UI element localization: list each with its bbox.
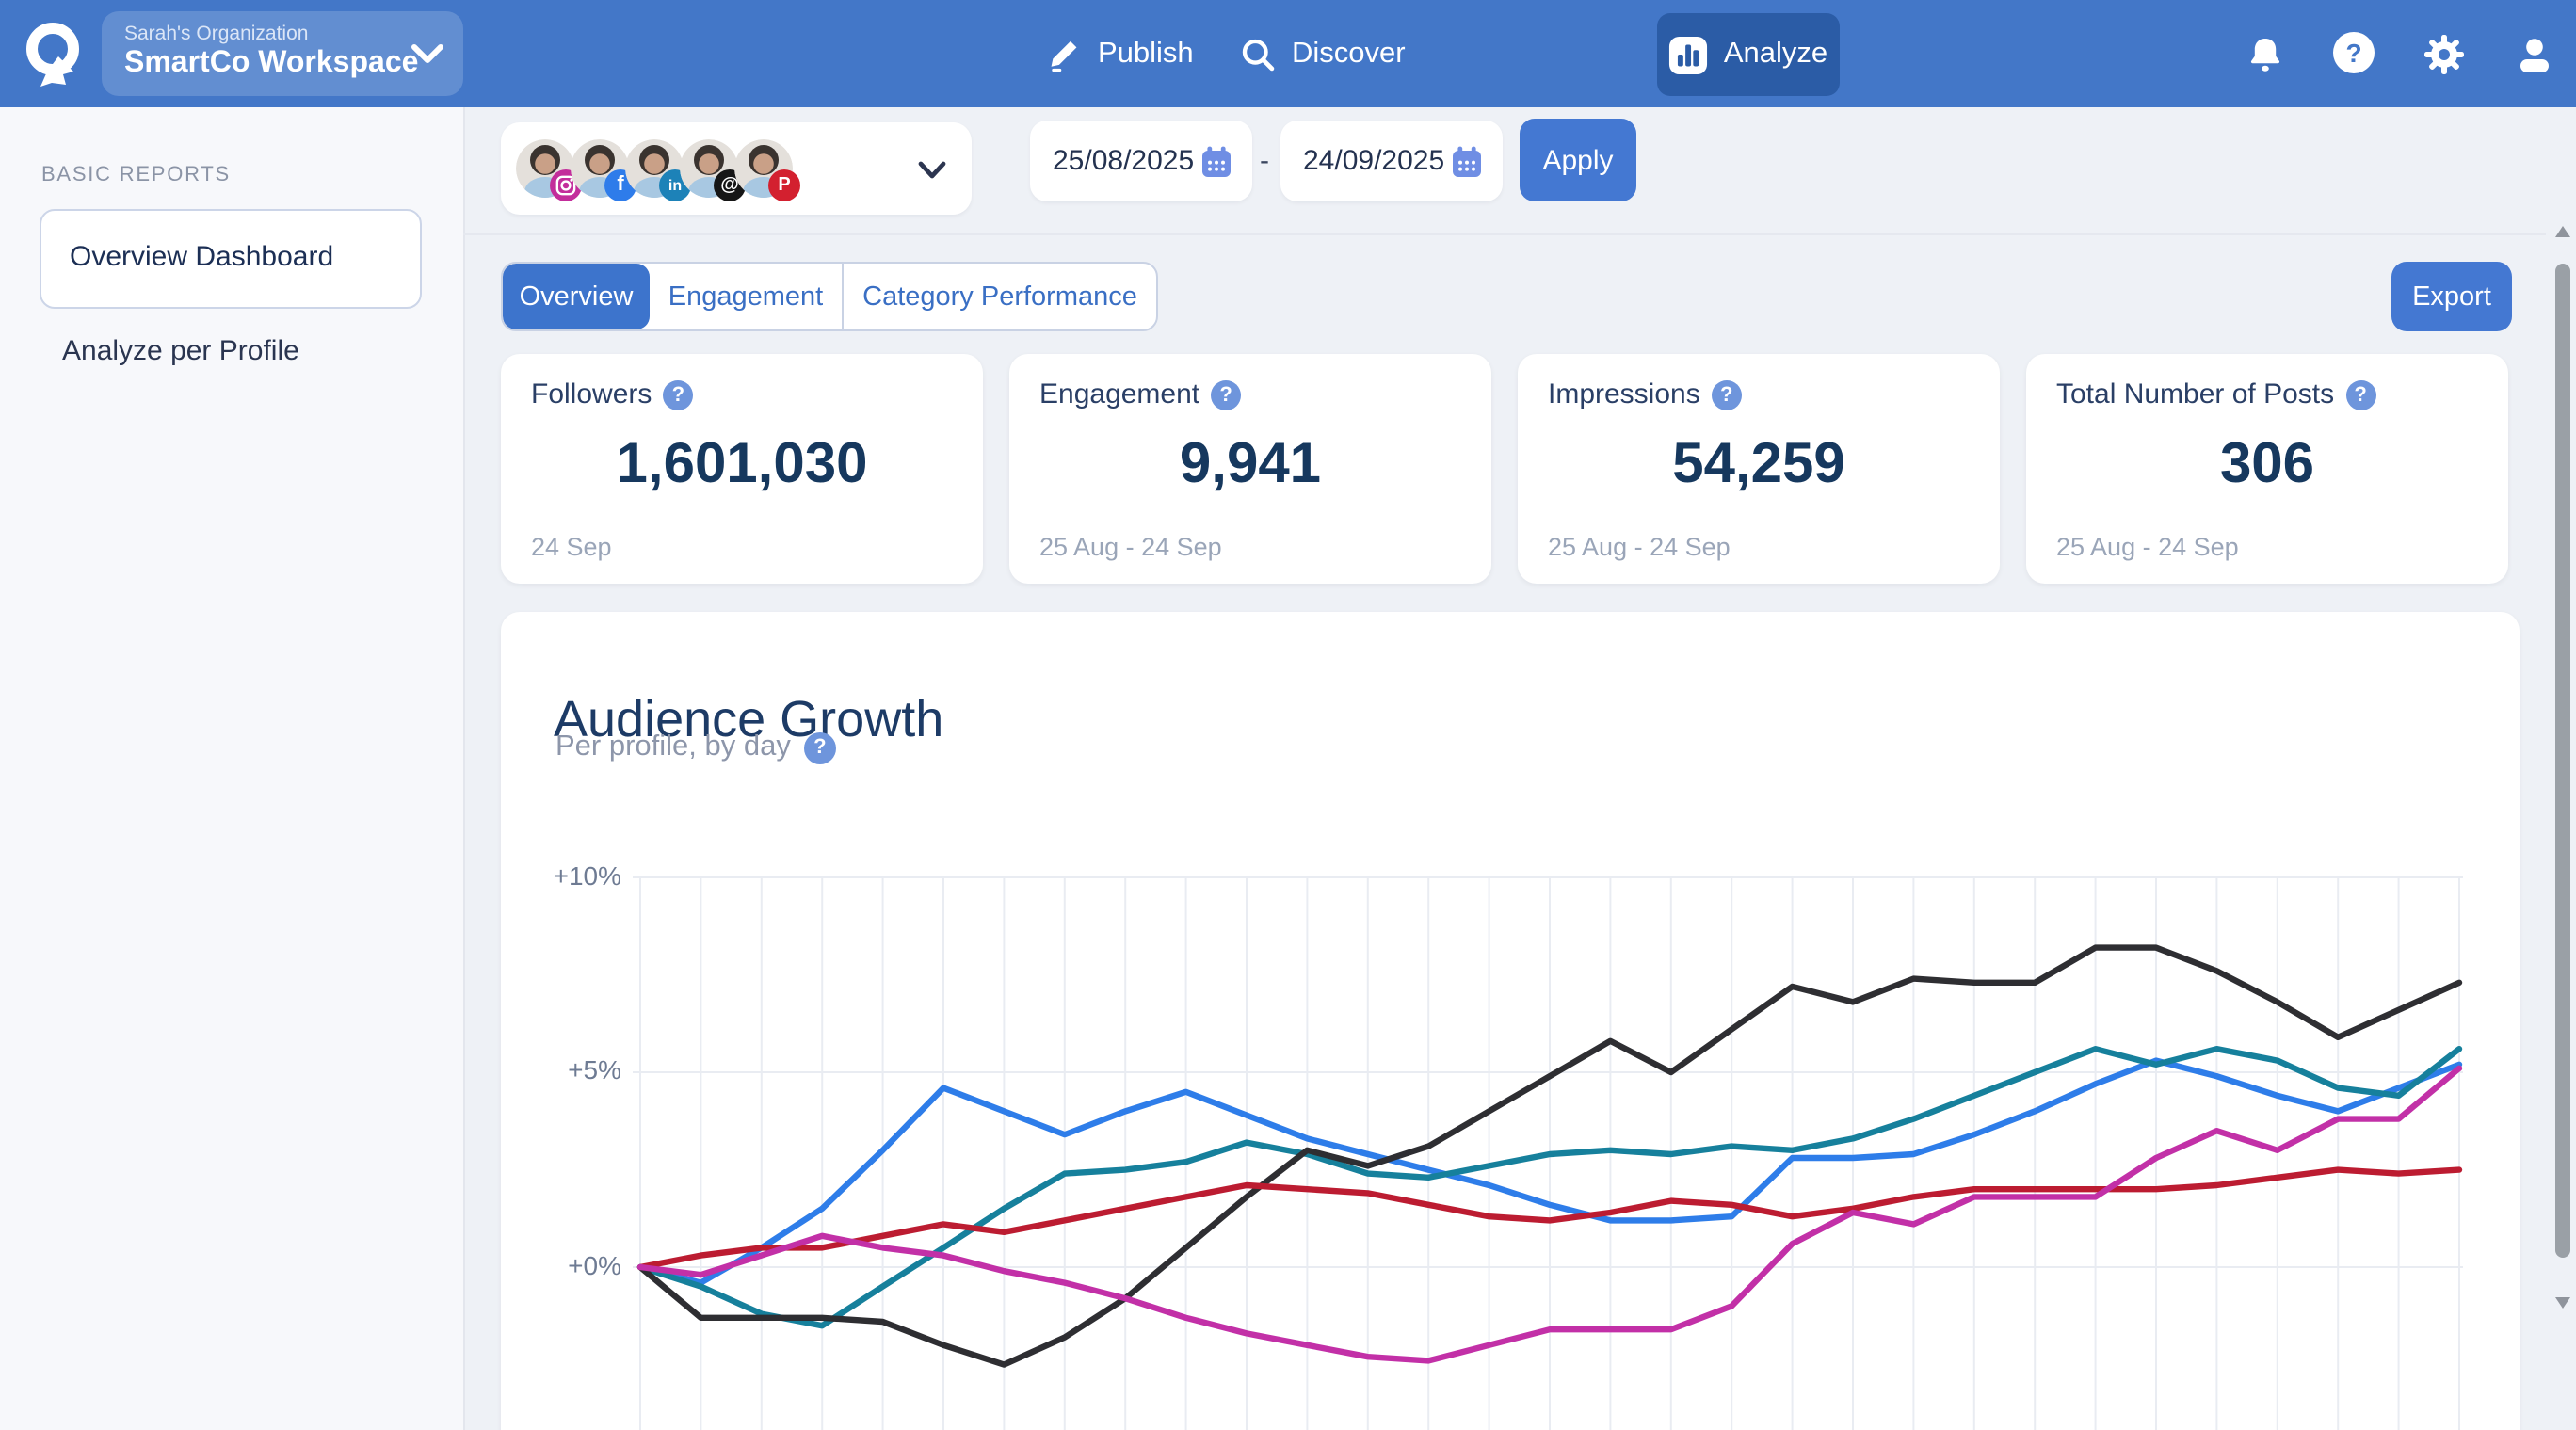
help-icon[interactable]: ? — [2333, 32, 2375, 73]
metric-label: Followers ? — [531, 378, 694, 410]
sidebar-item-analyze-per-profile[interactable]: Analyze per Profile — [62, 335, 299, 367]
nav-label: Analyze — [1723, 38, 1828, 70]
metric-card-impressions: Impressions ? 54,259 25 Aug - 24 Sep — [1518, 354, 2000, 584]
organization-label: Sarah's Organization — [124, 23, 309, 45]
date-range-separator: - — [1260, 145, 1269, 177]
workspace-name: SmartCo Workspace — [124, 47, 419, 79]
calendar-icon — [1202, 145, 1231, 176]
chart-title: Audience Growth — [554, 691, 944, 748]
calendar-icon — [1453, 145, 1481, 176]
nav-item-publish[interactable]: Publish — [1045, 0, 1194, 107]
bar-chart-icon — [1669, 35, 1708, 74]
y-axis-tick: +10% — [553, 860, 621, 891]
sidebar-item-label: Overview Dashboard — [70, 241, 334, 273]
metric-period: 25 Aug - 24 Sep — [2056, 533, 2239, 561]
tab-overview[interactable]: Overview — [503, 264, 650, 329]
metric-label: Total Number of Posts ? — [2056, 378, 2376, 410]
tab-engagement[interactable]: Engagement — [668, 281, 824, 312]
metric-period: 25 Aug - 24 Sep — [1039, 533, 1222, 561]
audience-growth-plot — [633, 876, 2463, 1430]
apply-button[interactable]: Apply — [1520, 119, 1636, 201]
profile-avatar-pinterest[interactable]: P — [734, 139, 800, 201]
nav-item-analyze-active[interactable]: Analyze — [1657, 13, 1840, 96]
audience-growth-card: Audience Growth Per profile, by day ? +1… — [501, 612, 2520, 1430]
workspace-switcher[interactable]: Sarah's Organization SmartCo Workspace — [102, 11, 463, 96]
date-to-input[interactable]: 24/09/2025 — [1280, 121, 1503, 201]
profile-avatar-instagram[interactable] — [516, 139, 582, 201]
metric-label: Engagement ? — [1039, 378, 1242, 410]
gear-icon[interactable] — [2422, 32, 2467, 77]
search-icon — [1242, 38, 1275, 71]
metric-card-total-posts: Total Number of Posts ? 306 25 Aug - 24 … — [2026, 354, 2508, 584]
nav-item-discover[interactable]: Discover — [1239, 0, 1406, 107]
chevron-down-icon — [918, 161, 946, 179]
metric-period: 24 Sep — [531, 533, 612, 561]
app-logo-icon[interactable] — [15, 15, 90, 90]
date-from-value: 25/08/2025 — [1053, 145, 1195, 177]
sidebar-section-title: BASIC REPORTS — [41, 164, 231, 186]
nav-label: Publish — [1098, 37, 1194, 69]
top-bar: Sarah's Organization SmartCo Workspace P… — [0, 0, 2576, 107]
sidebar: BASIC REPORTS Overview Dashboard Analyze… — [0, 107, 465, 1430]
profile-selector[interactable]: f in @ — [501, 122, 972, 215]
tab-category-performance[interactable]: Category Performance — [842, 264, 1156, 329]
help-icon[interactable]: ? — [1211, 379, 1242, 410]
metric-value: 9,941 — [1179, 433, 1322, 495]
profile-avatar-linkedin[interactable]: in — [625, 139, 691, 201]
help-icon[interactable]: ? — [1711, 379, 1742, 410]
date-from-input[interactable]: 25/08/2025 — [1030, 121, 1252, 201]
report-tabs: Overview Engagement Category Performance — [501, 262, 1158, 331]
metric-value: 1,601,030 — [616, 433, 868, 495]
date-to-value: 24/09/2025 — [1303, 145, 1445, 177]
metric-period: 25 Aug - 24 Sep — [1548, 533, 1731, 561]
nav-label: Discover — [1292, 37, 1406, 69]
metric-card-engagement: Engagement ? 9,941 25 Aug - 24 Sep — [1009, 354, 1491, 584]
help-icon[interactable]: ? — [803, 731, 836, 763]
help-icon[interactable]: ? — [2345, 379, 2376, 410]
metric-value: 54,259 — [1672, 433, 1845, 495]
pencil-icon — [1051, 40, 1077, 72]
scroll-down-arrow[interactable] — [2555, 1297, 2570, 1309]
avatar — [680, 139, 738, 198]
profile-avatar-facebook[interactable]: f — [571, 139, 636, 201]
metric-card-followers: Followers ? 1,601,030 24 Sep — [501, 354, 983, 584]
pinterest-badge-icon: P — [768, 169, 800, 201]
scrollbar-thumb[interactable] — [2555, 264, 2570, 1258]
metric-value: 306 — [2219, 433, 2315, 495]
y-axis-tick: +0% — [568, 1250, 621, 1280]
chart-subtitle: Per profile, by day ? — [555, 731, 836, 764]
export-button[interactable]: Export — [2391, 262, 2512, 331]
chevron-down-icon — [411, 44, 443, 63]
account-icon[interactable] — [2512, 32, 2557, 77]
help-icon[interactable]: ? — [663, 379, 694, 410]
page-scrollbar — [2550, 107, 2576, 1430]
metric-label: Impressions ? — [1548, 378, 1742, 410]
sidebar-item-overview-dashboard[interactable]: Overview Dashboard — [40, 209, 422, 309]
filter-strip-divider — [463, 233, 2546, 235]
profile-avatar-threads[interactable]: @ — [680, 139, 746, 201]
scroll-up-arrow[interactable] — [2555, 226, 2570, 237]
bell-icon[interactable] — [2243, 32, 2288, 77]
y-axis-tick: +5% — [568, 1054, 621, 1085]
